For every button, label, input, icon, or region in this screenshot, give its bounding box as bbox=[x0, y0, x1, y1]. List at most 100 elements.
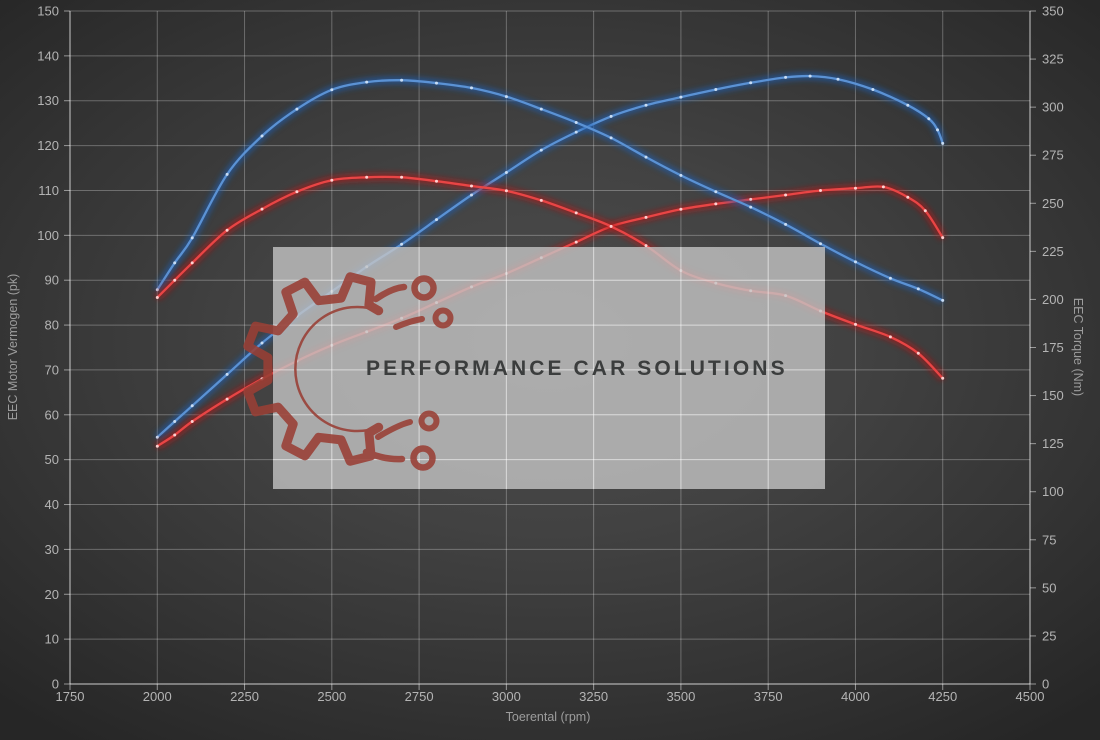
y-left-tick-label: 120 bbox=[37, 138, 59, 153]
series-vermogen-tuned bbox=[155, 73, 946, 440]
data-point-marker bbox=[260, 134, 264, 138]
y-left-tick-label: 100 bbox=[37, 228, 59, 243]
data-point-marker bbox=[539, 148, 543, 152]
data-point-marker bbox=[714, 88, 718, 91]
data-point-marker bbox=[190, 236, 194, 240]
y-left-tick-label: 140 bbox=[37, 48, 59, 63]
data-point-marker bbox=[400, 175, 404, 179]
y-right-tick-label: 0 bbox=[1042, 677, 1049, 692]
data-point-marker bbox=[609, 136, 613, 140]
data-point-marker bbox=[923, 209, 927, 213]
data-point-marker bbox=[400, 78, 404, 82]
y-left-tick-label: 40 bbox=[45, 497, 59, 512]
data-point-marker bbox=[173, 278, 177, 282]
data-point-marker bbox=[330, 88, 334, 92]
data-point-marker bbox=[190, 404, 194, 408]
y-left-tick-label: 20 bbox=[45, 587, 59, 602]
data-point-marker bbox=[609, 114, 613, 118]
data-point-marker bbox=[365, 80, 369, 84]
x-tick-label: 4250 bbox=[928, 689, 957, 704]
y-right-tick-label: 125 bbox=[1042, 436, 1064, 451]
performance-car-solutions-logo-icon bbox=[243, 272, 454, 471]
data-point-marker bbox=[819, 242, 822, 246]
data-point-marker bbox=[365, 175, 369, 179]
data-point-marker bbox=[749, 197, 753, 201]
data-point-marker bbox=[784, 193, 788, 197]
data-point-marker bbox=[854, 260, 857, 264]
data-point-marker bbox=[504, 189, 508, 193]
data-point-marker bbox=[808, 74, 812, 78]
data-point-marker bbox=[260, 341, 264, 345]
data-point-marker bbox=[295, 190, 299, 194]
data-point-marker bbox=[644, 215, 648, 219]
axes: 1750 2000 2250 2500 2750 3000 3250 3500 3750 4000… bbox=[37, 4, 1063, 705]
data-point-marker bbox=[941, 236, 945, 240]
x-tick-label: 3250 bbox=[579, 689, 608, 704]
data-point-marker bbox=[644, 244, 648, 248]
data-point-marker bbox=[888, 276, 892, 280]
data-point-marker bbox=[155, 444, 159, 448]
data-point-marker bbox=[173, 261, 177, 265]
data-point-marker bbox=[906, 195, 910, 199]
data-point-marker bbox=[784, 75, 788, 79]
y-right-tick-label: 225 bbox=[1042, 244, 1064, 259]
series-torque-tuned bbox=[154, 77, 945, 304]
data-point-marker bbox=[574, 211, 578, 215]
y-left-tick-label: 50 bbox=[45, 452, 59, 467]
y-left-tick-label: 60 bbox=[45, 407, 59, 422]
data-point-marker bbox=[574, 240, 578, 244]
y-right-tick-label: 100 bbox=[1042, 484, 1064, 499]
watermark-text: PERFORMANCE CAR SOLUTIONS bbox=[366, 357, 788, 380]
x-tick-label: 3000 bbox=[492, 689, 521, 704]
data-point-marker bbox=[400, 242, 404, 246]
data-point-marker bbox=[173, 420, 177, 423]
y-axis-left-title: EEC Motor Vermogen (pk) bbox=[6, 274, 20, 421]
x-tick-label: 2250 bbox=[230, 689, 259, 704]
y-left-tick-label: 30 bbox=[45, 542, 59, 557]
data-point-marker bbox=[714, 190, 718, 194]
x-tick-label: 2750 bbox=[405, 689, 434, 704]
x-tick-label: 1750 bbox=[56, 689, 85, 704]
x-tick-label: 2500 bbox=[317, 689, 346, 704]
y-left-tick-label: 0 bbox=[52, 677, 59, 692]
data-point-marker bbox=[435, 218, 438, 222]
y-right-tick-label: 75 bbox=[1042, 532, 1056, 547]
data-point-marker bbox=[295, 107, 299, 111]
data-point-marker bbox=[225, 372, 229, 376]
data-point-marker bbox=[749, 81, 753, 85]
y-left-tick-label: 110 bbox=[38, 183, 59, 198]
watermark-grid bbox=[273, 247, 825, 489]
data-point-marker bbox=[836, 77, 840, 81]
y-right-tick-label: 300 bbox=[1042, 100, 1064, 115]
data-point-marker bbox=[435, 81, 438, 85]
data-point-marker bbox=[470, 193, 473, 197]
y-left-tick-label: 90 bbox=[45, 273, 59, 288]
data-point-marker bbox=[854, 322, 857, 326]
data-point-marker bbox=[539, 198, 543, 202]
data-point-marker bbox=[435, 179, 438, 183]
data-point-marker bbox=[470, 184, 473, 188]
data-point-marker bbox=[854, 186, 857, 190]
data-point-marker bbox=[504, 171, 508, 174]
x-tick-label: 3750 bbox=[754, 689, 783, 704]
data-point-marker bbox=[941, 376, 945, 380]
data-point-marker bbox=[155, 435, 159, 439]
y-right-tick-label: 250 bbox=[1042, 196, 1064, 211]
watermark-box bbox=[273, 247, 825, 489]
data-point-marker bbox=[173, 433, 177, 437]
data-point-marker bbox=[941, 141, 945, 145]
data-point-marker bbox=[609, 224, 613, 228]
data-point-marker bbox=[155, 288, 159, 292]
data-point-marker bbox=[888, 335, 892, 339]
x-tick-label: 4000 bbox=[841, 689, 870, 704]
data-point-marker bbox=[225, 172, 229, 176]
data-point-marker bbox=[749, 205, 753, 209]
data-point-marker bbox=[190, 261, 194, 265]
y-right-tick-label: 25 bbox=[1042, 628, 1056, 643]
y-left-tick-label: 10 bbox=[45, 632, 59, 647]
data-point-marker bbox=[679, 207, 683, 211]
data-point-marker bbox=[225, 228, 229, 232]
y-right-tick-label: 50 bbox=[1042, 580, 1056, 595]
data-point-marker bbox=[881, 185, 885, 189]
